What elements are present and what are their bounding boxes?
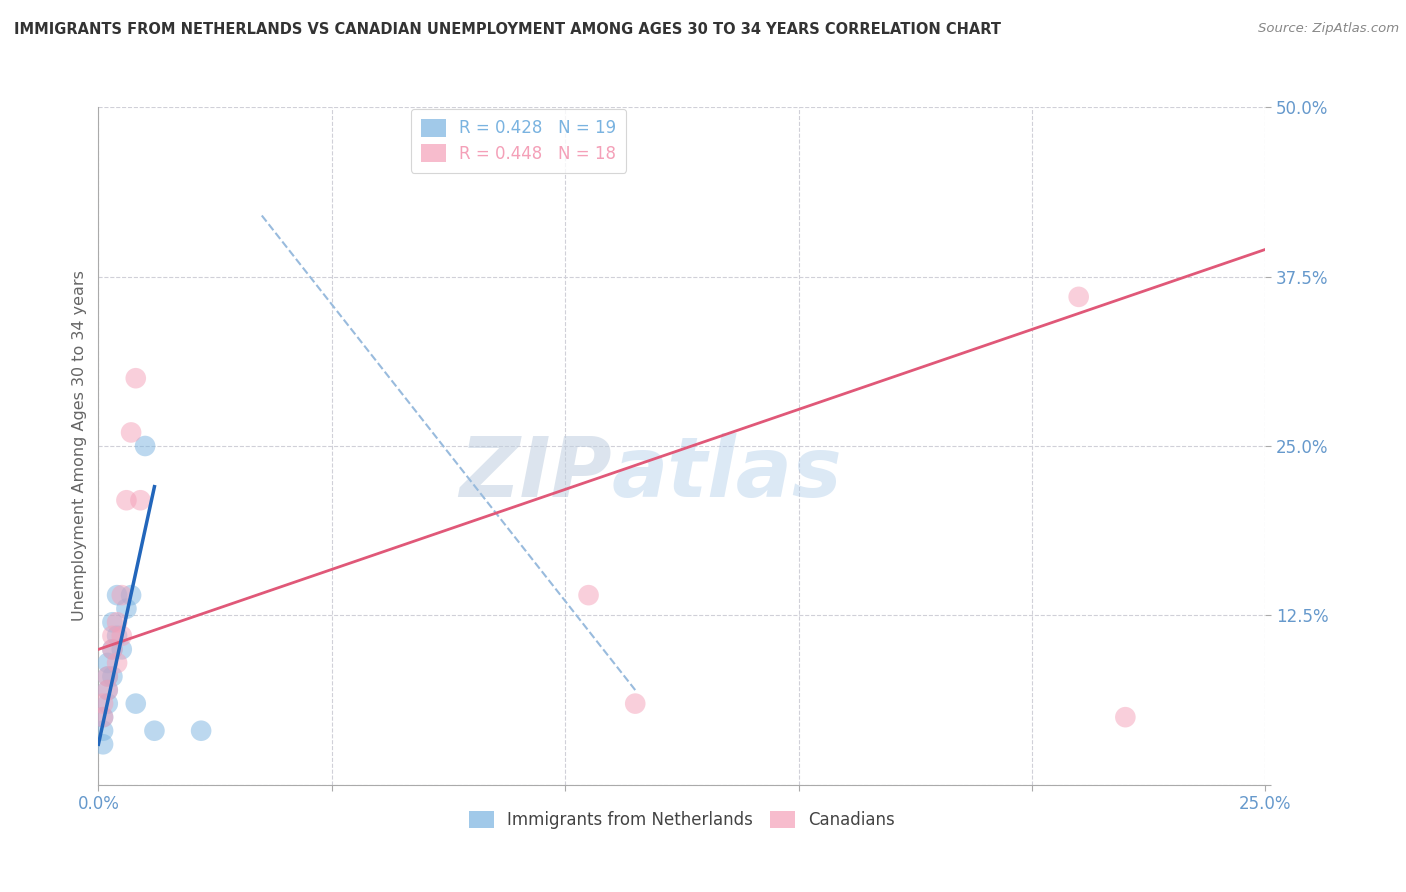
Point <box>105 588 128 602</box>
Point <box>125 697 148 711</box>
Point <box>101 629 124 643</box>
Point <box>190 723 212 738</box>
Point <box>129 493 152 508</box>
Point <box>91 710 114 724</box>
Text: atlas: atlas <box>612 433 842 514</box>
Point <box>1114 710 1136 724</box>
Point <box>101 642 124 657</box>
Legend: Immigrants from Netherlands, Canadians: Immigrants from Netherlands, Canadians <box>461 803 903 838</box>
Y-axis label: Unemployment Among Ages 30 to 34 years: Unemployment Among Ages 30 to 34 years <box>72 270 87 622</box>
Point <box>120 588 142 602</box>
Point <box>91 723 114 738</box>
Point <box>111 629 134 643</box>
Point <box>101 669 124 683</box>
Text: ZIP: ZIP <box>460 433 612 514</box>
Point <box>97 669 120 683</box>
Point <box>115 601 138 615</box>
Point <box>101 642 124 657</box>
Text: IMMIGRANTS FROM NETHERLANDS VS CANADIAN UNEMPLOYMENT AMONG AGES 30 TO 34 YEARS C: IMMIGRANTS FROM NETHERLANDS VS CANADIAN … <box>14 22 1001 37</box>
Point <box>111 642 134 657</box>
Point <box>105 615 128 630</box>
Point <box>97 697 120 711</box>
Point <box>97 669 120 683</box>
Point <box>120 425 142 440</box>
Point <box>125 371 148 385</box>
Text: Source: ZipAtlas.com: Source: ZipAtlas.com <box>1258 22 1399 36</box>
Point <box>91 710 114 724</box>
Point <box>105 656 128 670</box>
Point <box>143 723 166 738</box>
Point <box>115 493 138 508</box>
Point <box>97 683 120 698</box>
Point <box>1067 290 1090 304</box>
Point <box>97 656 120 670</box>
Point <box>91 737 114 751</box>
Point <box>101 615 124 630</box>
Point <box>105 629 128 643</box>
Point <box>91 697 114 711</box>
Point <box>578 588 600 602</box>
Point <box>111 588 134 602</box>
Point <box>624 697 647 711</box>
Point <box>97 683 120 698</box>
Point <box>134 439 156 453</box>
